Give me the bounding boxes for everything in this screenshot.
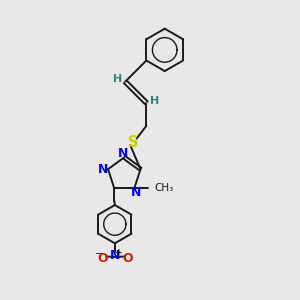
Text: H: H [150, 95, 159, 106]
Text: N: N [130, 186, 141, 199]
Text: S: S [128, 134, 138, 149]
Text: −: − [95, 249, 104, 259]
Text: N: N [110, 249, 120, 262]
Text: O: O [97, 251, 108, 265]
Text: +: + [115, 248, 123, 256]
Text: N: N [98, 163, 108, 176]
Text: O: O [122, 251, 133, 265]
Text: CH₃: CH₃ [154, 183, 174, 193]
Text: H: H [112, 74, 122, 84]
Text: N: N [118, 147, 128, 160]
